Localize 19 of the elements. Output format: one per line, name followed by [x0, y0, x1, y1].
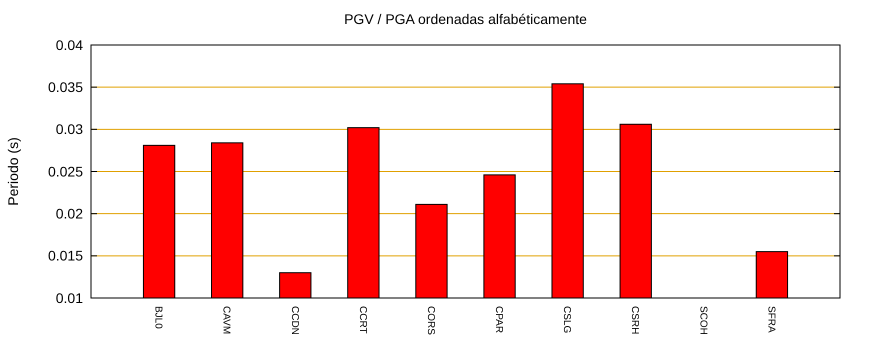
x-tick-label: SFRA — [765, 306, 776, 333]
y-tick-label: 0.025 — [48, 163, 84, 180]
x-tick-label: CAVM — [220, 306, 232, 334]
y-axis-title: Periodo (s) — [5, 137, 21, 206]
y-tick-label: 0.04 — [56, 36, 84, 53]
x-tick-label: CORS — [424, 306, 436, 336]
y-tick-label: 0.035 — [48, 79, 84, 96]
x-tick-label: CSRH — [629, 306, 640, 334]
x-tick-label: BJL0 — [152, 306, 164, 330]
y-tick-label: 0.03 — [56, 121, 84, 138]
x-tick-label: CCRT — [356, 306, 368, 334]
y-tick-label: 0.015 — [48, 248, 84, 264]
x-tick-label: CSLG — [561, 306, 572, 334]
x-tick-label: SCOH — [697, 306, 708, 335]
chart-title: PGV / PGA ordenadas alfabéticamente — [344, 11, 588, 27]
x-tick-label: CCDN — [288, 306, 300, 335]
y-tick-label: 0.01 — [56, 290, 84, 306]
x-tick-label: CPAR — [493, 306, 504, 334]
y-tick-label: 0.02 — [56, 206, 84, 222]
